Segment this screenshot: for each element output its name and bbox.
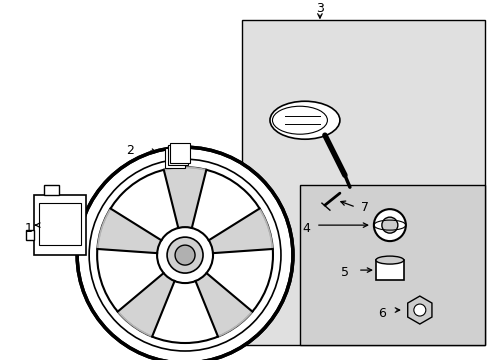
- Polygon shape: [163, 167, 206, 228]
- Text: 7: 7: [360, 201, 368, 213]
- Bar: [168, 145, 188, 165]
- Bar: [242, 20, 484, 345]
- Bar: [170, 143, 190, 163]
- Circle shape: [167, 237, 203, 273]
- Text: 2: 2: [126, 144, 134, 157]
- Text: 6: 6: [377, 307, 385, 320]
- Bar: [39, 203, 81, 245]
- Text: 4: 4: [302, 222, 309, 235]
- Circle shape: [373, 209, 405, 241]
- Bar: [299, 185, 484, 345]
- Ellipse shape: [269, 101, 339, 139]
- Bar: [165, 148, 184, 168]
- Circle shape: [413, 304, 425, 316]
- Polygon shape: [97, 208, 161, 253]
- Ellipse shape: [375, 256, 403, 264]
- Bar: [34, 195, 86, 255]
- Circle shape: [175, 245, 195, 265]
- Circle shape: [381, 217, 397, 233]
- Bar: [44, 185, 59, 195]
- Bar: [375, 260, 403, 280]
- Bar: [26, 230, 34, 240]
- Polygon shape: [118, 273, 174, 337]
- Text: 5: 5: [340, 266, 348, 279]
- Polygon shape: [195, 273, 252, 337]
- Circle shape: [77, 147, 292, 360]
- Polygon shape: [208, 208, 272, 253]
- Text: 1: 1: [24, 222, 32, 235]
- Text: 3: 3: [315, 2, 323, 15]
